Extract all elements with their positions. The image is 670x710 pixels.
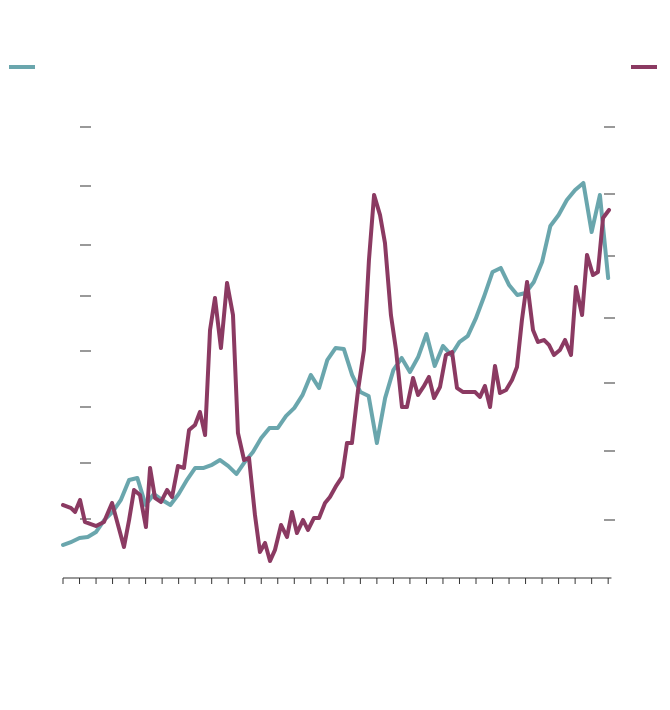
series-line — [61, 193, 611, 563]
